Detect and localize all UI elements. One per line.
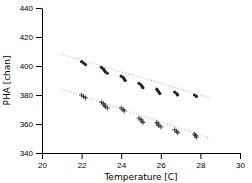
trend-line xyxy=(62,89,211,138)
tick-mark xyxy=(36,8,42,9)
plus-point xyxy=(175,130,180,135)
plus-point xyxy=(140,120,145,125)
tick: 26 xyxy=(157,153,166,170)
tick-label: 440 xyxy=(20,4,34,13)
tick: 360 xyxy=(20,120,42,129)
marks xyxy=(62,54,211,139)
x-axis: 20 22 24 26 28 30 xyxy=(38,153,245,170)
tick-label: 24 xyxy=(117,161,126,170)
plus-point xyxy=(194,135,199,140)
tick-mark xyxy=(36,95,42,96)
tick: 22 xyxy=(78,153,87,170)
tick-label: 340 xyxy=(20,149,34,158)
tick: 24 xyxy=(117,153,126,170)
tick: 20 xyxy=(38,153,47,170)
x-axis-title: Temperature [C] xyxy=(103,172,177,182)
point-group xyxy=(79,93,199,140)
tick: 380 xyxy=(20,91,42,100)
tick: 30 xyxy=(236,153,245,170)
plus-point xyxy=(158,124,163,129)
dot-point xyxy=(176,93,179,96)
tick: 28 xyxy=(196,153,205,170)
y-axis-title: PHA [chan] xyxy=(2,55,12,105)
dot-point xyxy=(84,63,87,66)
dot-point xyxy=(141,86,144,89)
tick: 440 xyxy=(20,4,42,13)
tick-mark xyxy=(36,66,42,67)
tick-mark xyxy=(82,153,83,159)
tick-label: 28 xyxy=(196,161,205,170)
dot-point xyxy=(158,92,161,95)
plot: 20 22 24 26 28 30 340 360 380 400 420 440 xyxy=(20,4,246,170)
tick-label: 420 xyxy=(20,33,34,42)
dot-point xyxy=(124,79,127,82)
tick-label: 380 xyxy=(20,91,34,100)
tick: 340 xyxy=(20,149,42,158)
y-axis: 340 360 380 400 420 440 xyxy=(20,4,43,158)
tick-label: 20 xyxy=(38,161,47,170)
plus-point xyxy=(105,106,110,111)
tick-mark xyxy=(161,153,162,159)
x-axis-line xyxy=(43,153,241,154)
tick-mark xyxy=(36,153,42,154)
tick-mark xyxy=(36,37,42,38)
tick: 420 xyxy=(20,33,42,42)
tick-mark xyxy=(200,153,201,159)
tick-label: 360 xyxy=(20,120,34,129)
tick-mark xyxy=(121,153,122,159)
trend-line xyxy=(62,54,211,98)
tick-label: 26 xyxy=(157,161,166,170)
tick-mark xyxy=(240,153,241,159)
point-group xyxy=(80,60,198,98)
dot-point xyxy=(106,72,109,75)
y-axis-line xyxy=(42,9,43,154)
plus-point xyxy=(83,95,88,100)
chart: 20 22 24 26 28 30 340 360 380 400 420 440 Temperatur… xyxy=(0,0,252,183)
tick-mark xyxy=(42,153,43,159)
dot-point xyxy=(195,95,198,98)
tick: 400 xyxy=(20,62,42,71)
tick-label: 400 xyxy=(20,62,34,71)
tick-label: 30 xyxy=(236,161,245,170)
plus-point xyxy=(122,108,127,113)
tick-mark xyxy=(36,124,42,125)
tick-label: 22 xyxy=(78,161,87,170)
